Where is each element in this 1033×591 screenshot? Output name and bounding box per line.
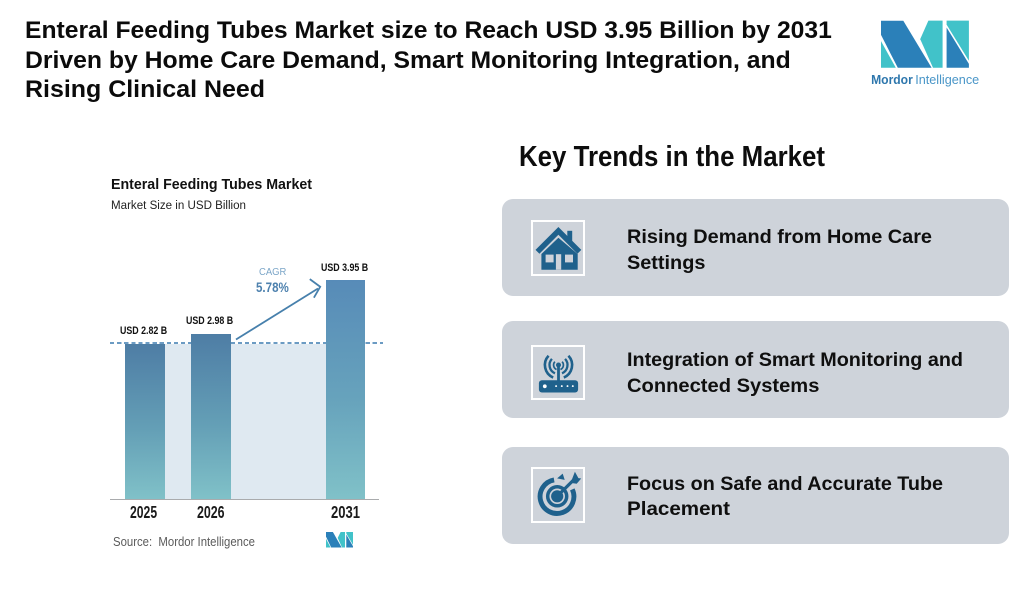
svg-text:Mordor: Mordor: [871, 72, 913, 87]
svg-text:Intelligence: Intelligence: [915, 72, 979, 87]
